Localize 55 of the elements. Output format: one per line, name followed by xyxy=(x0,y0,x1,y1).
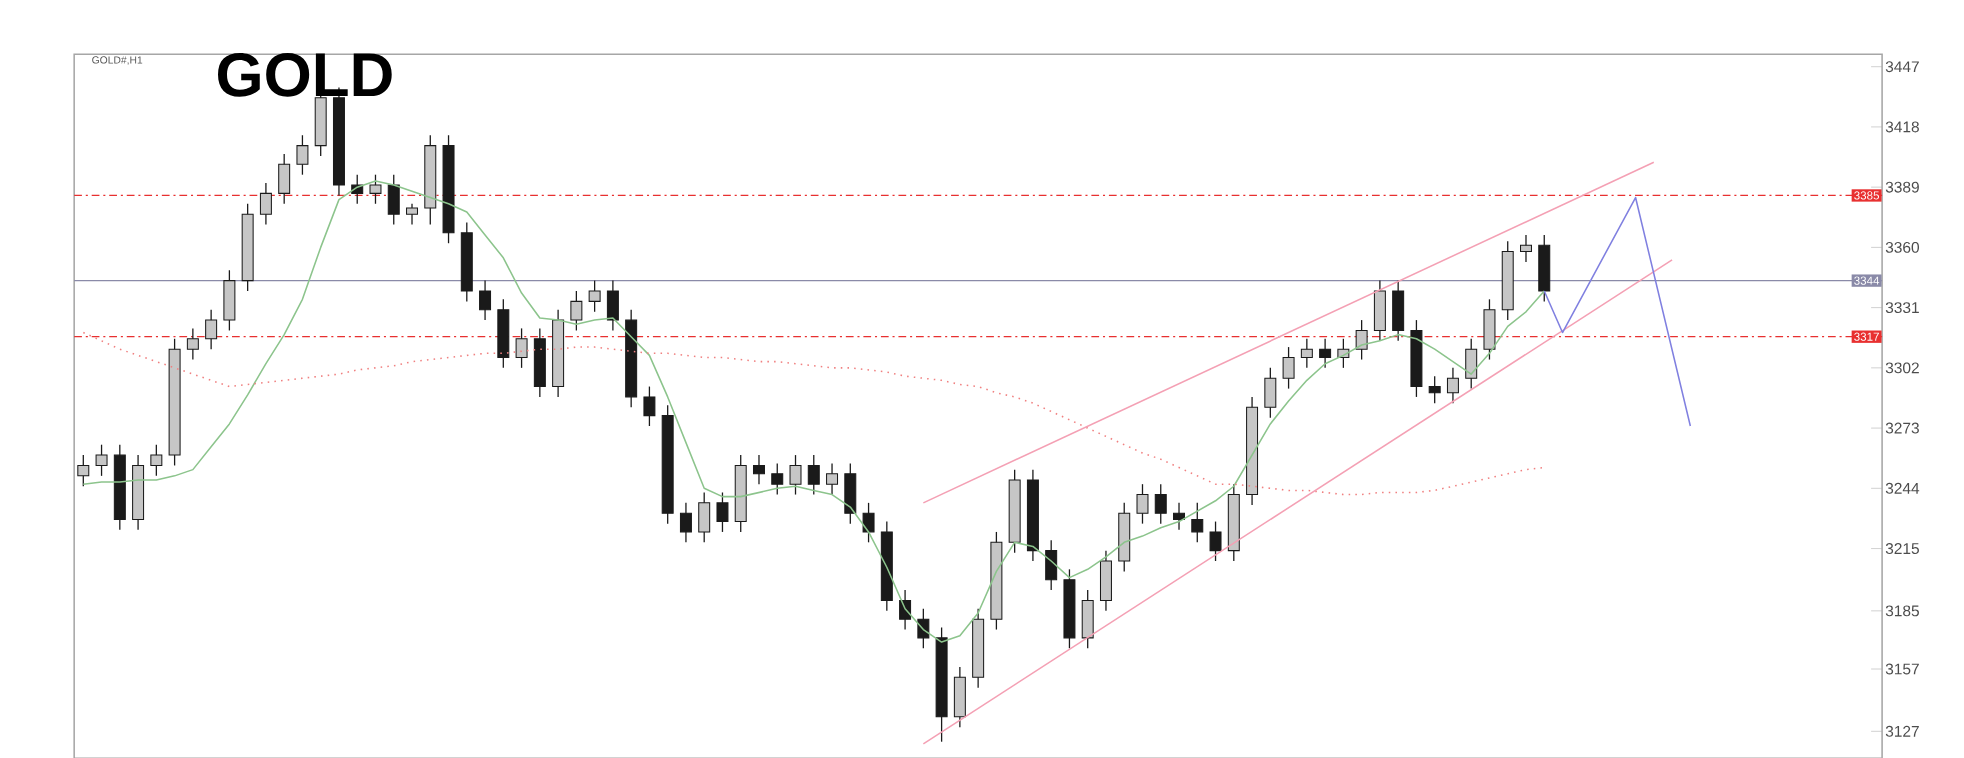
candlestick xyxy=(752,454,765,485)
candlestick xyxy=(1373,279,1386,342)
candlestick xyxy=(1045,539,1058,591)
candlestick xyxy=(1081,589,1094,649)
candlestick xyxy=(205,308,218,350)
candlestick xyxy=(789,454,802,496)
candlestick xyxy=(570,290,583,331)
candlestick xyxy=(643,385,656,427)
candlestick xyxy=(533,327,546,398)
candlestick xyxy=(1264,367,1277,419)
candlestick xyxy=(1300,338,1313,369)
candlestick xyxy=(1118,502,1131,572)
candlestick xyxy=(1154,483,1167,525)
candlestick xyxy=(862,502,875,543)
candlestick xyxy=(1428,375,1441,404)
candlestick xyxy=(479,279,492,321)
candlestick xyxy=(387,173,400,226)
candlestick xyxy=(1483,298,1496,361)
candlestick xyxy=(826,462,839,496)
candlestick xyxy=(1538,234,1551,302)
candlestick xyxy=(1446,367,1459,404)
candlestick xyxy=(1319,338,1332,369)
candlestick xyxy=(917,608,930,649)
candlestick xyxy=(406,203,419,226)
candlestick xyxy=(1465,338,1478,390)
candlestick xyxy=(1282,346,1295,390)
candlestick xyxy=(1099,549,1112,612)
candlestick xyxy=(369,173,382,205)
candlestick xyxy=(77,454,90,487)
candlestick xyxy=(771,462,784,496)
candlestick xyxy=(588,279,601,313)
candlestick xyxy=(807,454,820,496)
candlestick xyxy=(186,327,199,361)
candlestick xyxy=(259,182,272,226)
candlestick xyxy=(698,491,711,543)
candlestick xyxy=(844,462,857,525)
candlestick xyxy=(150,443,163,477)
candlestick xyxy=(1355,319,1368,361)
candlestick xyxy=(1191,502,1204,543)
candlestick xyxy=(1209,520,1222,562)
candlestick xyxy=(716,491,729,533)
candlestick xyxy=(953,666,966,728)
candlestick xyxy=(515,327,528,369)
candlestick xyxy=(95,443,108,477)
candlestick xyxy=(1520,234,1532,263)
candlestick xyxy=(296,134,309,176)
candlestick xyxy=(1173,502,1186,531)
candlestick xyxy=(1136,483,1149,525)
candlestick xyxy=(1392,279,1405,342)
candlestick xyxy=(223,269,236,331)
candlestick xyxy=(497,298,510,369)
candlestick xyxy=(606,279,619,331)
chart-title: GOLD xyxy=(218,52,392,97)
candlestick xyxy=(278,153,291,205)
candlestick xyxy=(679,502,692,543)
